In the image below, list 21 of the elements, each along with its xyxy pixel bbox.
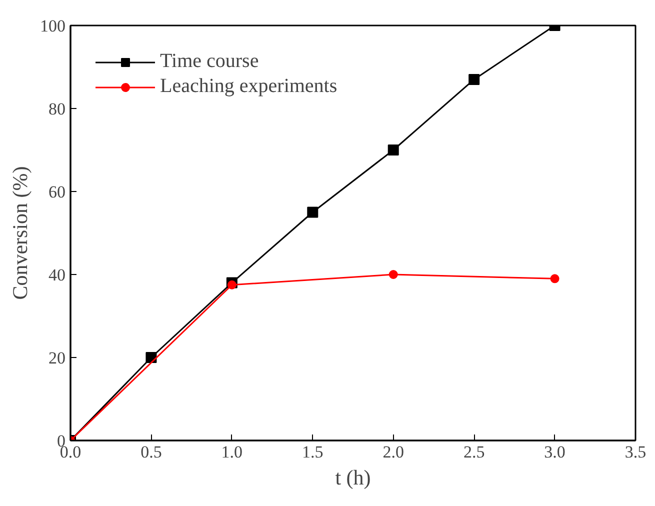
y-tick-label: 20 (48, 348, 66, 368)
x-axis-title: t (h) (335, 466, 371, 490)
x-tick-label: 1.0 (221, 442, 243, 462)
point (550, 274, 560, 284)
y-tick-label: 80 (48, 100, 66, 118)
y-axis-title: Conversion (%) (8, 166, 32, 300)
point (227, 280, 236, 290)
y-tick-label: 40 (48, 266, 66, 284)
point (388, 270, 398, 279)
x-tick-label: 0.5 (140, 442, 162, 462)
x-tick-label: 3.0 (544, 442, 566, 462)
x-tick-label: 3.5 (624, 442, 646, 462)
x-tick-label: 1.5 (302, 442, 324, 462)
point (307, 206, 318, 218)
point (388, 144, 399, 156)
x-tick-label: 2.5 (463, 442, 485, 462)
x-tick-label: 2.0 (382, 442, 404, 462)
legend-label: Time course (160, 50, 259, 73)
y-tick-label: 100 (40, 16, 66, 36)
y-tick-label: 60 (48, 182, 66, 202)
legend-label: Leaching experiments (160, 75, 338, 98)
